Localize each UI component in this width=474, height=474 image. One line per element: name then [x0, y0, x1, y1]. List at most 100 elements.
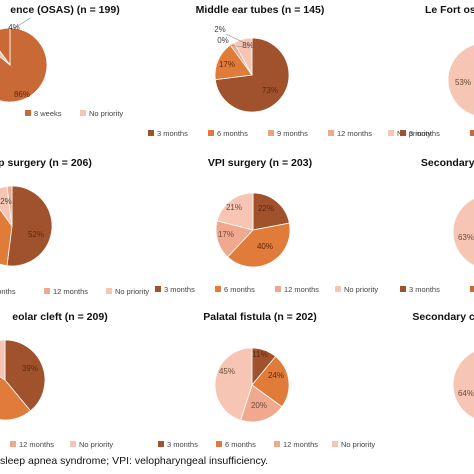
- chart-title: VPI surgery (n = 203): [208, 157, 312, 169]
- chart-title: Middle ear tubes (n = 145): [196, 4, 325, 16]
- pie-slice-label: 52%: [28, 230, 44, 239]
- legend-swatch-12-months: [328, 130, 334, 136]
- legend-label: weeks: [0, 109, 1, 118]
- chart-title: eolar cleft (n = 209): [12, 311, 107, 323]
- legend-swatch-12-months: [10, 441, 16, 447]
- pie-slice-6-months: [0, 208, 13, 267]
- pie-slice-no-priority: [214, 347, 253, 421]
- label-leader-line: [229, 44, 250, 49]
- pie-slice-no-priority: [0, 339, 6, 381]
- legend-label: 12 months: [19, 440, 54, 449]
- pie-slice-label: 20%: [251, 401, 267, 410]
- legend-label: No priority: [344, 285, 378, 294]
- pie-panel: Palatal fistula (n = 202) 11% 24% 20% 45% 3 m…: [158, 311, 375, 449]
- legend-swatch-6-m: [470, 130, 474, 136]
- pie-slice-label: 0%: [217, 36, 229, 45]
- pie-slice-no-priority: [452, 198, 474, 266]
- pie-slice-label: 63%: [458, 233, 474, 242]
- pie-slice-label: 21%: [226, 203, 242, 212]
- pie-slice-label: 64%: [458, 389, 474, 398]
- legend-swatch-no-priority: [70, 441, 76, 447]
- legend-label: No priority: [89, 109, 123, 118]
- pie-slice-no-priority: [447, 44, 474, 116]
- legend-swatch-6-m: [470, 286, 474, 292]
- pie-slice-12-months: [240, 384, 283, 423]
- pie-slice-label: 2%: [0, 197, 12, 206]
- legend-swatch-no-priority: [332, 441, 338, 447]
- chart-title: ence (OSAS) (n = 199): [10, 4, 119, 16]
- pie-slice-label: 86%: [14, 90, 30, 99]
- legend-swatch-12-months: [44, 288, 50, 294]
- pie-slice-8-weeks: [0, 27, 48, 103]
- pie-slice-6-months: [251, 355, 290, 408]
- pie-slice-label: 22%: [258, 204, 274, 213]
- legend-swatch-6-months: [215, 286, 221, 292]
- pie-slice-label: 11%: [252, 350, 267, 359]
- legend-label: 3 months: [409, 285, 440, 294]
- pie-slice-label: 17%: [219, 60, 235, 69]
- label-leader-line: [225, 33, 252, 47]
- legend-label: 6 months: [217, 129, 248, 138]
- legend-label: No priority: [341, 440, 375, 449]
- pie-panel: Middle ear tubes (n = 145) 73% 17% 0% 2% 8% 3 …: [148, 4, 431, 138]
- chart-title: Secondary cleft: [421, 157, 474, 169]
- legend-swatch-no-priority: [388, 130, 394, 136]
- legend-swatch-12-months: [275, 286, 281, 292]
- legend-swatch-6-months: [208, 130, 214, 136]
- legend-label: 6 months: [225, 440, 256, 449]
- pie-slice-label: 53%: [455, 78, 471, 87]
- legend-label: No priority: [79, 440, 113, 449]
- legend-label: 12 months: [284, 285, 319, 294]
- pie-slice-3-months: [6, 185, 53, 267]
- pie-slice-label: 4%: [8, 23, 20, 32]
- chart-title: Palatal fistula (n = 202): [203, 311, 317, 323]
- pie-slice-label: 2%: [214, 25, 226, 34]
- legend-label: months: [0, 287, 16, 296]
- legend-swatch-12-months: [274, 441, 280, 447]
- legend-label: 12 months: [283, 440, 318, 449]
- chart-title: Le Fort oste: [425, 4, 474, 16]
- chart-title: p surgery (n = 206): [0, 157, 92, 169]
- legend-swatch-6-months: [216, 441, 222, 447]
- legend-label: 3 months: [164, 285, 195, 294]
- pie-slice-label: 39%: [22, 364, 38, 373]
- legend-swatch-3-months: [400, 286, 406, 292]
- legend-swatch-3-months: [400, 130, 406, 136]
- chart-title: Secondary cleft r: [412, 311, 474, 323]
- legend-label: 3 months: [157, 129, 188, 138]
- pie-slice-label: 45%: [219, 367, 235, 376]
- figure-footnote: sleep apnea syndrome; VPI: velopharyngea…: [0, 455, 269, 467]
- pie-slice-label: 8%: [242, 41, 254, 50]
- legend-swatch-8-weeks: [25, 110, 31, 116]
- pie-slice-no-priority: [233, 37, 253, 76]
- pie-panel: VPI surgery (n = 203) 22% 40% 17% 21% 3 month…: [155, 157, 378, 294]
- pie-slice-12-months: [6, 185, 13, 227]
- pie-slice-no-priority: [452, 351, 474, 419]
- legend-label: 3 months: [167, 440, 198, 449]
- pie-slice-weeks: [0, 27, 11, 67]
- label-leader-line: [11, 17, 31, 31]
- legend-swatch-no-priority: [335, 286, 341, 292]
- pie-slice-label: 73%: [262, 86, 278, 95]
- pie-panel: p surgery (n = 206) 52% 2% months 12 months N…: [0, 157, 149, 296]
- pie-slice-3-months: [252, 192, 290, 231]
- legend-label: 6 months: [224, 285, 255, 294]
- pie-slice-6-months: [0, 376, 32, 421]
- pie-slice-3-months: [4, 339, 46, 412]
- legend-label: No priority: [397, 129, 431, 138]
- legend-label: 9 months: [277, 129, 308, 138]
- pie-panel: eolar cleft (n = 209) 39% 12 months No prio…: [0, 311, 113, 449]
- pie-panel: ence (OSAS) (n = 199) 86% 4% weeks 8 weeks No…: [0, 4, 123, 118]
- pie-slice-label: 24%: [268, 371, 284, 380]
- legend-swatch-no-priority: [80, 110, 86, 116]
- legend-swatch-no-priority: [106, 288, 112, 294]
- legend-swatch-3-months: [148, 130, 154, 136]
- legend-label: 12 months: [337, 129, 372, 138]
- pie-slice-6-months: [227, 222, 291, 268]
- legend-swatch-9-months: [268, 130, 274, 136]
- legend-label: 12 months: [53, 287, 88, 296]
- legend-swatch-3-months: [158, 441, 164, 447]
